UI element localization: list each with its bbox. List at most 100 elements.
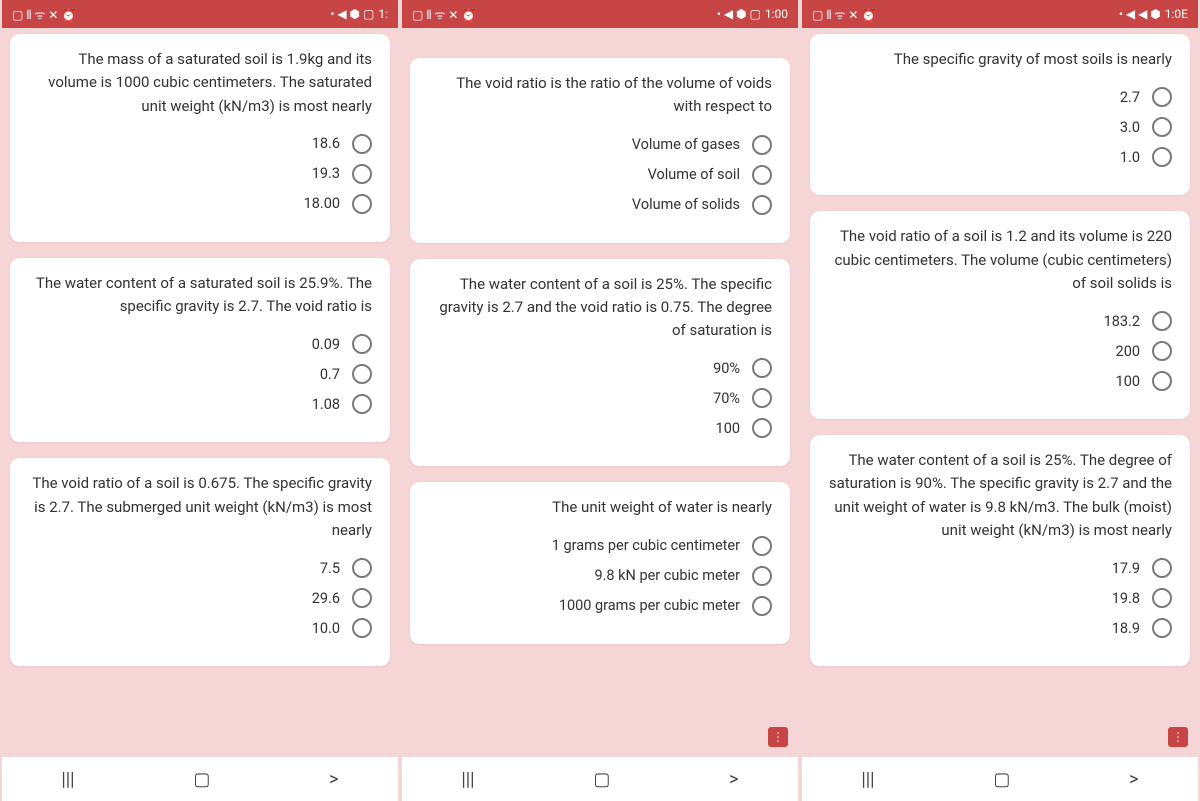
radio-icon[interactable] <box>352 588 372 608</box>
status-time: 1: <box>378 7 388 21</box>
question-card: The void ratio is the ratio of the volum… <box>410 58 790 243</box>
option-row[interactable]: 17.9 <box>828 558 1172 578</box>
nav-home-icon[interactable]: ▢ <box>993 769 1010 790</box>
question-text: The water content of a soil is 25%. The … <box>428 273 772 343</box>
question-text: The water content of a soil is 25%. The … <box>828 449 1172 542</box>
status-time: 1:00 <box>765 7 788 21</box>
radio-icon[interactable] <box>752 165 772 185</box>
status-bar: ▢ ⫴ ᯤ ✕ ⏰ • ◀ ⬢ ▢ 1:00 <box>402 0 798 28</box>
option-label: 18.00 <box>304 195 340 212</box>
option-label: 183.2 <box>1104 313 1140 330</box>
option-row[interactable]: 200 <box>828 341 1172 361</box>
option-label: 3.0 <box>1120 119 1140 136</box>
fab-icon: ⋮ <box>772 730 784 744</box>
radio-icon[interactable] <box>752 596 772 616</box>
option-row[interactable]: 10.0 <box>28 618 372 638</box>
option-row[interactable]: Volume of soil <box>428 165 772 185</box>
option-label: 1 grams per cubic centimeter <box>552 537 740 554</box>
option-row[interactable]: 1000 grams per cubic meter <box>428 596 772 616</box>
status-bar: ▢ ⫴ ᯤ ✕ ⏰ • ◀ ⬢ ▢ 1: <box>2 0 398 28</box>
status-time: 1:0E <box>1165 7 1188 21</box>
option-row[interactable]: 0.7 <box>28 364 372 384</box>
option-row[interactable]: 9.8 kN per cubic meter <box>428 566 772 586</box>
nav-back-icon[interactable]: > <box>729 769 738 790</box>
radio-icon[interactable] <box>352 194 372 214</box>
phone-1: ▢ ⫴ ᯤ ✕ ⏰ • ◀ ⬢ ▢ 1: The mass of a satur… <box>2 0 398 801</box>
nav-home-icon[interactable]: ▢ <box>193 769 210 790</box>
option-row[interactable]: 100 <box>828 371 1172 391</box>
status-icons-right: • ◀ ⬢ ▢ <box>717 7 761 21</box>
option-row[interactable]: 2.7 <box>828 87 1172 107</box>
option-label: 18.6 <box>312 135 340 152</box>
nav-back-icon[interactable]: > <box>1129 769 1138 790</box>
option-row[interactable]: Volume of solids <box>428 195 772 215</box>
radio-icon[interactable] <box>1152 588 1172 608</box>
nav-home-icon[interactable]: ▢ <box>593 769 610 790</box>
radio-icon[interactable] <box>752 195 772 215</box>
fab-button[interactable]: ⋮ <box>768 727 788 747</box>
content-area: The void ratio is the ratio of the volum… <box>402 28 798 757</box>
radio-icon[interactable] <box>752 418 772 438</box>
option-label: 70% <box>713 390 740 407</box>
fab-icon: ⋮ <box>1172 730 1184 744</box>
option-row[interactable]: 1.08 <box>28 394 372 414</box>
status-bar: ▢ ⫴ ᯤ ✕ ⏰ • ◀ ◀ ⬢ 1:0E <box>802 0 1198 28</box>
nav-recent-icon[interactable]: ||| <box>461 769 474 790</box>
radio-icon[interactable] <box>1152 341 1172 361</box>
option-row[interactable]: 18.9 <box>828 618 1172 638</box>
radio-icon[interactable] <box>352 364 372 384</box>
option-row[interactable]: 0.09 <box>28 334 372 354</box>
status-right: • ◀ ⬢ ▢ 1:00 <box>717 7 788 21</box>
option-label: Volume of gases <box>632 136 740 153</box>
fab-button[interactable]: ⋮ <box>1168 727 1188 747</box>
option-row[interactable]: 3.0 <box>828 117 1172 137</box>
option-label: 18.9 <box>1112 620 1140 637</box>
radio-icon[interactable] <box>1152 147 1172 167</box>
question-card: The water content of a saturated soil is… <box>10 258 390 443</box>
radio-icon[interactable] <box>1152 87 1172 107</box>
option-label: 2.7 <box>1120 89 1140 106</box>
option-row[interactable]: 18.00 <box>28 194 372 214</box>
status-icons-left: ▢ ⫴ ᯤ ✕ ⏰ <box>812 6 876 23</box>
nav-recent-icon[interactable]: ||| <box>861 769 874 790</box>
radio-icon[interactable] <box>352 334 372 354</box>
radio-icon[interactable] <box>1152 311 1172 331</box>
radio-icon[interactable] <box>352 618 372 638</box>
status-icons-right: • ◀ ⬢ ▢ <box>330 7 374 21</box>
option-row[interactable]: 100 <box>428 418 772 438</box>
radio-icon[interactable] <box>352 394 372 414</box>
question-text: The unit weight of water is nearly <box>428 496 772 519</box>
radio-icon[interactable] <box>352 134 372 154</box>
option-row[interactable]: 19.3 <box>28 164 372 184</box>
option-label: 9.8 kN per cubic meter <box>594 567 740 584</box>
radio-icon[interactable] <box>752 388 772 408</box>
radio-icon[interactable] <box>1152 371 1172 391</box>
option-row[interactable]: 183.2 <box>828 311 1172 331</box>
option-row[interactable]: 18.6 <box>28 134 372 154</box>
radio-icon[interactable] <box>752 358 772 378</box>
option-row[interactable]: 1 grams per cubic centimeter <box>428 536 772 556</box>
option-label: 29.6 <box>312 590 340 607</box>
radio-icon[interactable] <box>752 566 772 586</box>
option-label: 0.7 <box>320 366 340 383</box>
status-icons-left: ▢ ⫴ ᯤ ✕ ⏰ <box>412 6 476 23</box>
radio-icon[interactable] <box>1152 117 1172 137</box>
radio-icon[interactable] <box>352 558 372 578</box>
option-row[interactable]: 29.6 <box>28 588 372 608</box>
radio-icon[interactable] <box>752 536 772 556</box>
option-row[interactable]: Volume of gases <box>428 135 772 155</box>
option-row[interactable]: 1.0 <box>828 147 1172 167</box>
option-row[interactable]: 90% <box>428 358 772 378</box>
nav-back-icon[interactable]: > <box>329 769 338 790</box>
option-row[interactable]: 70% <box>428 388 772 408</box>
option-row[interactable]: 19.8 <box>828 588 1172 608</box>
option-row[interactable]: 7.5 <box>28 558 372 578</box>
radio-icon[interactable] <box>1152 618 1172 638</box>
question-card: The unit weight of water is nearly 1 gra… <box>410 482 790 643</box>
nav-recent-icon[interactable]: ||| <box>61 769 74 790</box>
question-card: The specific gravity of most soils is ne… <box>810 34 1190 195</box>
radio-icon[interactable] <box>352 164 372 184</box>
radio-icon[interactable] <box>1152 558 1172 578</box>
question-card: The void ratio of a soil is 1.2 and its … <box>810 211 1190 419</box>
radio-icon[interactable] <box>752 135 772 155</box>
